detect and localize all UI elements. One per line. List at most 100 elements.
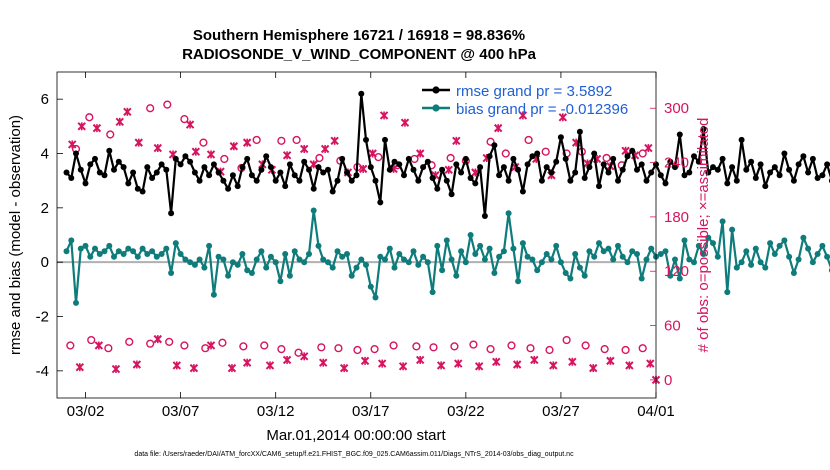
rmse-point xyxy=(572,169,579,176)
bias-point xyxy=(786,253,793,260)
rmse-point xyxy=(662,180,669,187)
legend-rmse-label: rmse grand pr = 3.5892 xyxy=(456,83,612,100)
obs-possible-marker xyxy=(638,149,647,158)
obs-assimilated-marker xyxy=(92,123,102,133)
bias-point xyxy=(648,245,655,252)
rmse-point xyxy=(462,155,469,162)
rmse-point xyxy=(301,158,308,165)
bias-point xyxy=(263,264,270,271)
obs-assimilated-marker xyxy=(377,359,387,368)
x-tick-label: 04/01 xyxy=(637,403,675,420)
bias-point xyxy=(462,259,469,266)
bias-point xyxy=(348,272,355,279)
rmse-point xyxy=(448,191,455,198)
rmse-point xyxy=(253,177,260,184)
rmse-point xyxy=(477,164,484,171)
bias-point xyxy=(634,251,640,257)
bias-point xyxy=(410,248,417,255)
bias-point xyxy=(519,240,526,247)
rmse-point xyxy=(182,153,189,160)
bias-point xyxy=(277,278,284,285)
obs-possible-marker xyxy=(334,344,343,353)
obs-assimilated-marker xyxy=(558,113,568,122)
bias-point xyxy=(77,245,84,252)
bias-point xyxy=(686,256,693,263)
obs-assimilated-marker xyxy=(242,138,252,147)
obs-possible-marker xyxy=(66,341,75,350)
bias-point xyxy=(491,270,498,276)
rmse-point xyxy=(752,175,759,181)
bias-point xyxy=(344,251,350,257)
obs-possible-marker xyxy=(277,136,286,145)
bias-point xyxy=(643,256,650,263)
bias-point xyxy=(505,210,512,217)
obs-possible-marker xyxy=(104,344,113,353)
obs-possible-marker xyxy=(218,338,227,347)
bias-point xyxy=(301,259,308,266)
bias-point xyxy=(781,237,788,244)
rmse-point xyxy=(149,175,156,181)
bias-point xyxy=(405,259,412,266)
obs-assimilated-marker xyxy=(625,361,634,370)
rmse-point xyxy=(344,169,350,176)
rmse-point xyxy=(557,134,564,141)
rmse-point xyxy=(172,155,179,162)
rmse-point xyxy=(168,210,175,217)
rmse-point xyxy=(92,155,98,162)
rmse-point xyxy=(681,172,688,179)
bias-point xyxy=(310,207,317,214)
obs-possible-marker xyxy=(317,343,326,352)
obs-possible-marker xyxy=(581,341,590,350)
rmse-point xyxy=(771,164,778,171)
rmse-point xyxy=(719,155,726,162)
bias-point xyxy=(334,248,341,255)
y2-axis-label: # of obs: o=possible; ×=assimilated xyxy=(695,118,712,353)
bias-point xyxy=(500,248,507,255)
bias-point xyxy=(372,294,379,301)
rmse-point xyxy=(467,175,474,181)
obs-possible-marker xyxy=(526,344,535,353)
rmse-series xyxy=(63,90,830,219)
bias-point xyxy=(757,259,764,266)
rmse-point xyxy=(691,153,697,160)
bias-point xyxy=(253,256,260,263)
rmse-point xyxy=(543,164,550,171)
obs-assimilated-marker xyxy=(339,363,349,373)
rmse-point xyxy=(453,161,460,168)
rmse-point xyxy=(567,177,574,184)
bias-point xyxy=(767,240,774,247)
bias-point xyxy=(610,256,617,263)
bias-point xyxy=(267,253,274,260)
obs-possible-marker xyxy=(180,114,189,124)
y-tick-label: -4 xyxy=(36,363,49,380)
chart-title: Southern Hemisphere 16721 / 16918 = 98.8… xyxy=(193,27,525,44)
rmse-point xyxy=(486,153,493,160)
bias-point xyxy=(377,253,384,260)
rmse-point xyxy=(553,158,560,165)
rmse-point xyxy=(334,177,341,184)
bias-point xyxy=(73,299,79,306)
rmse-point xyxy=(733,177,740,184)
y2-tick-label: 60 xyxy=(664,318,681,335)
rmse-point xyxy=(762,183,769,190)
rmse-point xyxy=(510,155,517,162)
rmse-point xyxy=(505,177,512,184)
rmse-point xyxy=(125,180,132,187)
bias-series xyxy=(63,207,830,306)
obs-possible-marker xyxy=(602,153,611,163)
rmse-point xyxy=(529,153,536,160)
rmse-point xyxy=(814,175,821,181)
bias-point xyxy=(714,253,721,260)
rmse-point xyxy=(306,166,312,173)
bias-point xyxy=(320,256,327,263)
bias-point xyxy=(586,248,593,255)
bias-point xyxy=(624,259,631,266)
rmse-point xyxy=(210,161,217,168)
obs-possible-marker xyxy=(252,135,261,145)
x-tick-label: 03/07 xyxy=(162,403,200,420)
bias-point xyxy=(187,259,194,266)
rmse-point xyxy=(339,155,346,162)
rmse-point xyxy=(68,175,75,181)
obs-possible-marker xyxy=(621,345,630,355)
bias-point xyxy=(572,251,579,257)
